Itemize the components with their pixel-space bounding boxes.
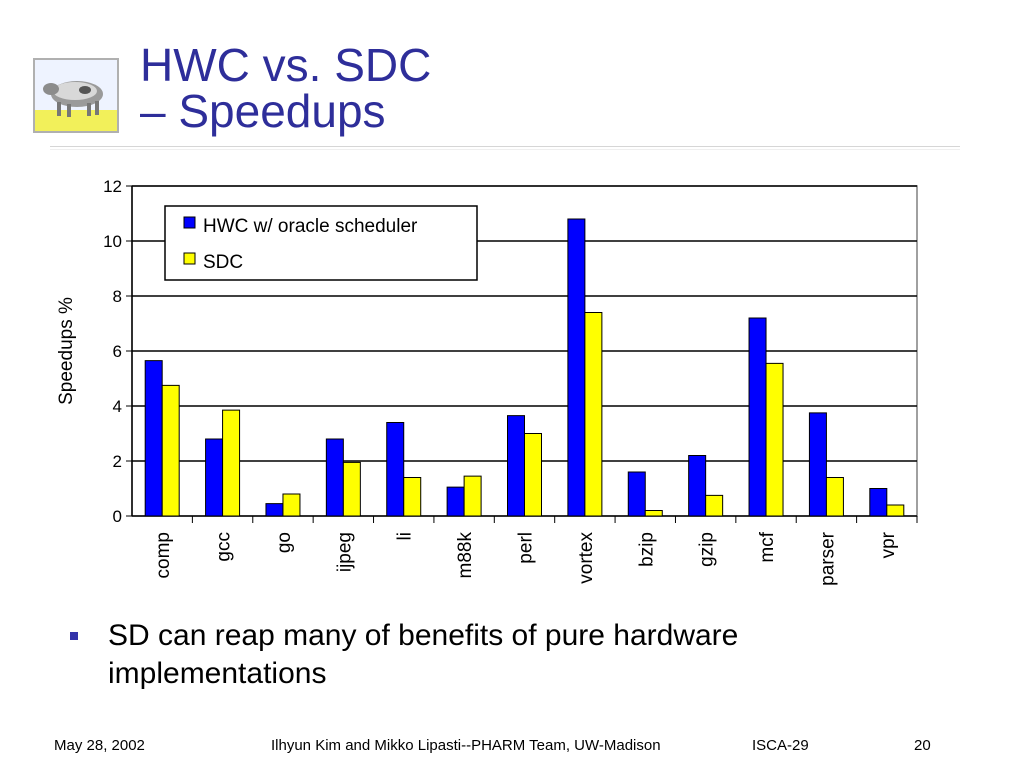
x-tick-label-comp: comp xyxy=(153,532,174,578)
footer-authors: Ilhyun Kim and Mikko Lipasti--PHARM Team… xyxy=(271,737,661,754)
title-line-1: HWC vs. SDC xyxy=(140,39,432,91)
legend-label-0: HWC w/ oracle scheduler xyxy=(203,216,418,237)
footer-conference: ISCA-29 xyxy=(752,737,809,754)
bar-sdc-perl xyxy=(524,433,542,517)
x-tick-label-gcc: gcc xyxy=(214,532,235,562)
bar-sdc-gcc xyxy=(222,409,241,517)
legend-swatch-0 xyxy=(183,216,196,229)
x-tick-label-li: li xyxy=(395,532,416,540)
footer-date: May 28, 2002 xyxy=(54,737,145,754)
y-tick-label-2: 2 xyxy=(113,452,122,471)
bar-hwc-mcf xyxy=(748,317,767,517)
slide-title: HWC vs. SDC – Speedups xyxy=(140,42,431,134)
bar-hwc-m88k xyxy=(446,486,465,517)
bar-hwc-li xyxy=(386,422,405,517)
bar-hwc-vortex xyxy=(567,218,586,517)
legend-label-1: SDC xyxy=(203,252,243,273)
bar-sdc-li xyxy=(403,477,422,517)
y-tick-label-4: 4 xyxy=(113,397,122,416)
title-divider-shadow xyxy=(50,149,960,150)
x-tick-label-go: go xyxy=(274,532,295,553)
cow-logo-icon xyxy=(33,58,119,133)
bullet-text: SD can reap many of benefits of pure har… xyxy=(108,619,739,690)
x-tick-label-mcf: mcf xyxy=(757,531,778,562)
bar-hwc-bzip xyxy=(627,471,646,517)
title-divider xyxy=(50,146,960,147)
bar-sdc-gzip xyxy=(705,494,724,517)
legend-swatch-1 xyxy=(183,252,196,265)
bar-sdc-m88k xyxy=(463,475,482,517)
x-tick-label-ijpeg: ijpeg xyxy=(334,532,355,572)
bullet-marker-icon xyxy=(70,632,78,640)
y-tick-label-6: 6 xyxy=(113,342,122,361)
y-tick-label-12: 12 xyxy=(103,177,122,196)
title-line-2: – Speedups xyxy=(140,85,386,137)
x-tick-label-gzip: gzip xyxy=(697,532,718,567)
bar-hwc-ijpeg xyxy=(325,438,344,517)
x-tick-label-parser: parser xyxy=(817,531,838,586)
bar-hwc-vpr xyxy=(869,488,888,517)
chart-legend xyxy=(164,205,478,281)
y-tick-label-0: 0 xyxy=(113,507,122,526)
x-tick-label-vpr: vpr xyxy=(878,531,899,558)
bar-sdc-comp xyxy=(161,384,180,517)
bar-hwc-parser xyxy=(808,412,827,517)
bar-hwc-go xyxy=(265,503,284,517)
bar-hwc-gzip xyxy=(688,455,707,517)
y-axis-label: Speedups % xyxy=(56,297,77,405)
bar-sdc-go xyxy=(282,493,301,517)
x-tick-label-perl: perl xyxy=(516,532,537,564)
bar-hwc-gcc xyxy=(205,438,224,517)
bar-hwc-comp xyxy=(144,360,163,517)
x-tick-label-m88k: m88k xyxy=(455,532,476,579)
bar-sdc-ijpeg xyxy=(342,461,361,517)
y-tick-label-8: 8 xyxy=(113,287,122,306)
bar-hwc-perl xyxy=(507,415,525,517)
bar-sdc-parser xyxy=(825,477,844,517)
y-tick-label-10: 10 xyxy=(103,232,122,251)
bar-sdc-bzip xyxy=(644,510,663,517)
x-tick-label-bzip: bzip xyxy=(636,532,657,567)
footer-page-number: 20 xyxy=(914,737,931,754)
x-tick-label-vortex: vortex xyxy=(576,532,597,584)
speedup-bar-chart: 0 2 4 6 8 10 12 Speedups % comp gcc go ijpeg li m88k p… xyxy=(56,177,918,586)
bar-sdc-mcf xyxy=(765,362,784,517)
bar-sdc-vortex xyxy=(584,312,603,517)
bar-sdc-vpr xyxy=(886,504,905,517)
